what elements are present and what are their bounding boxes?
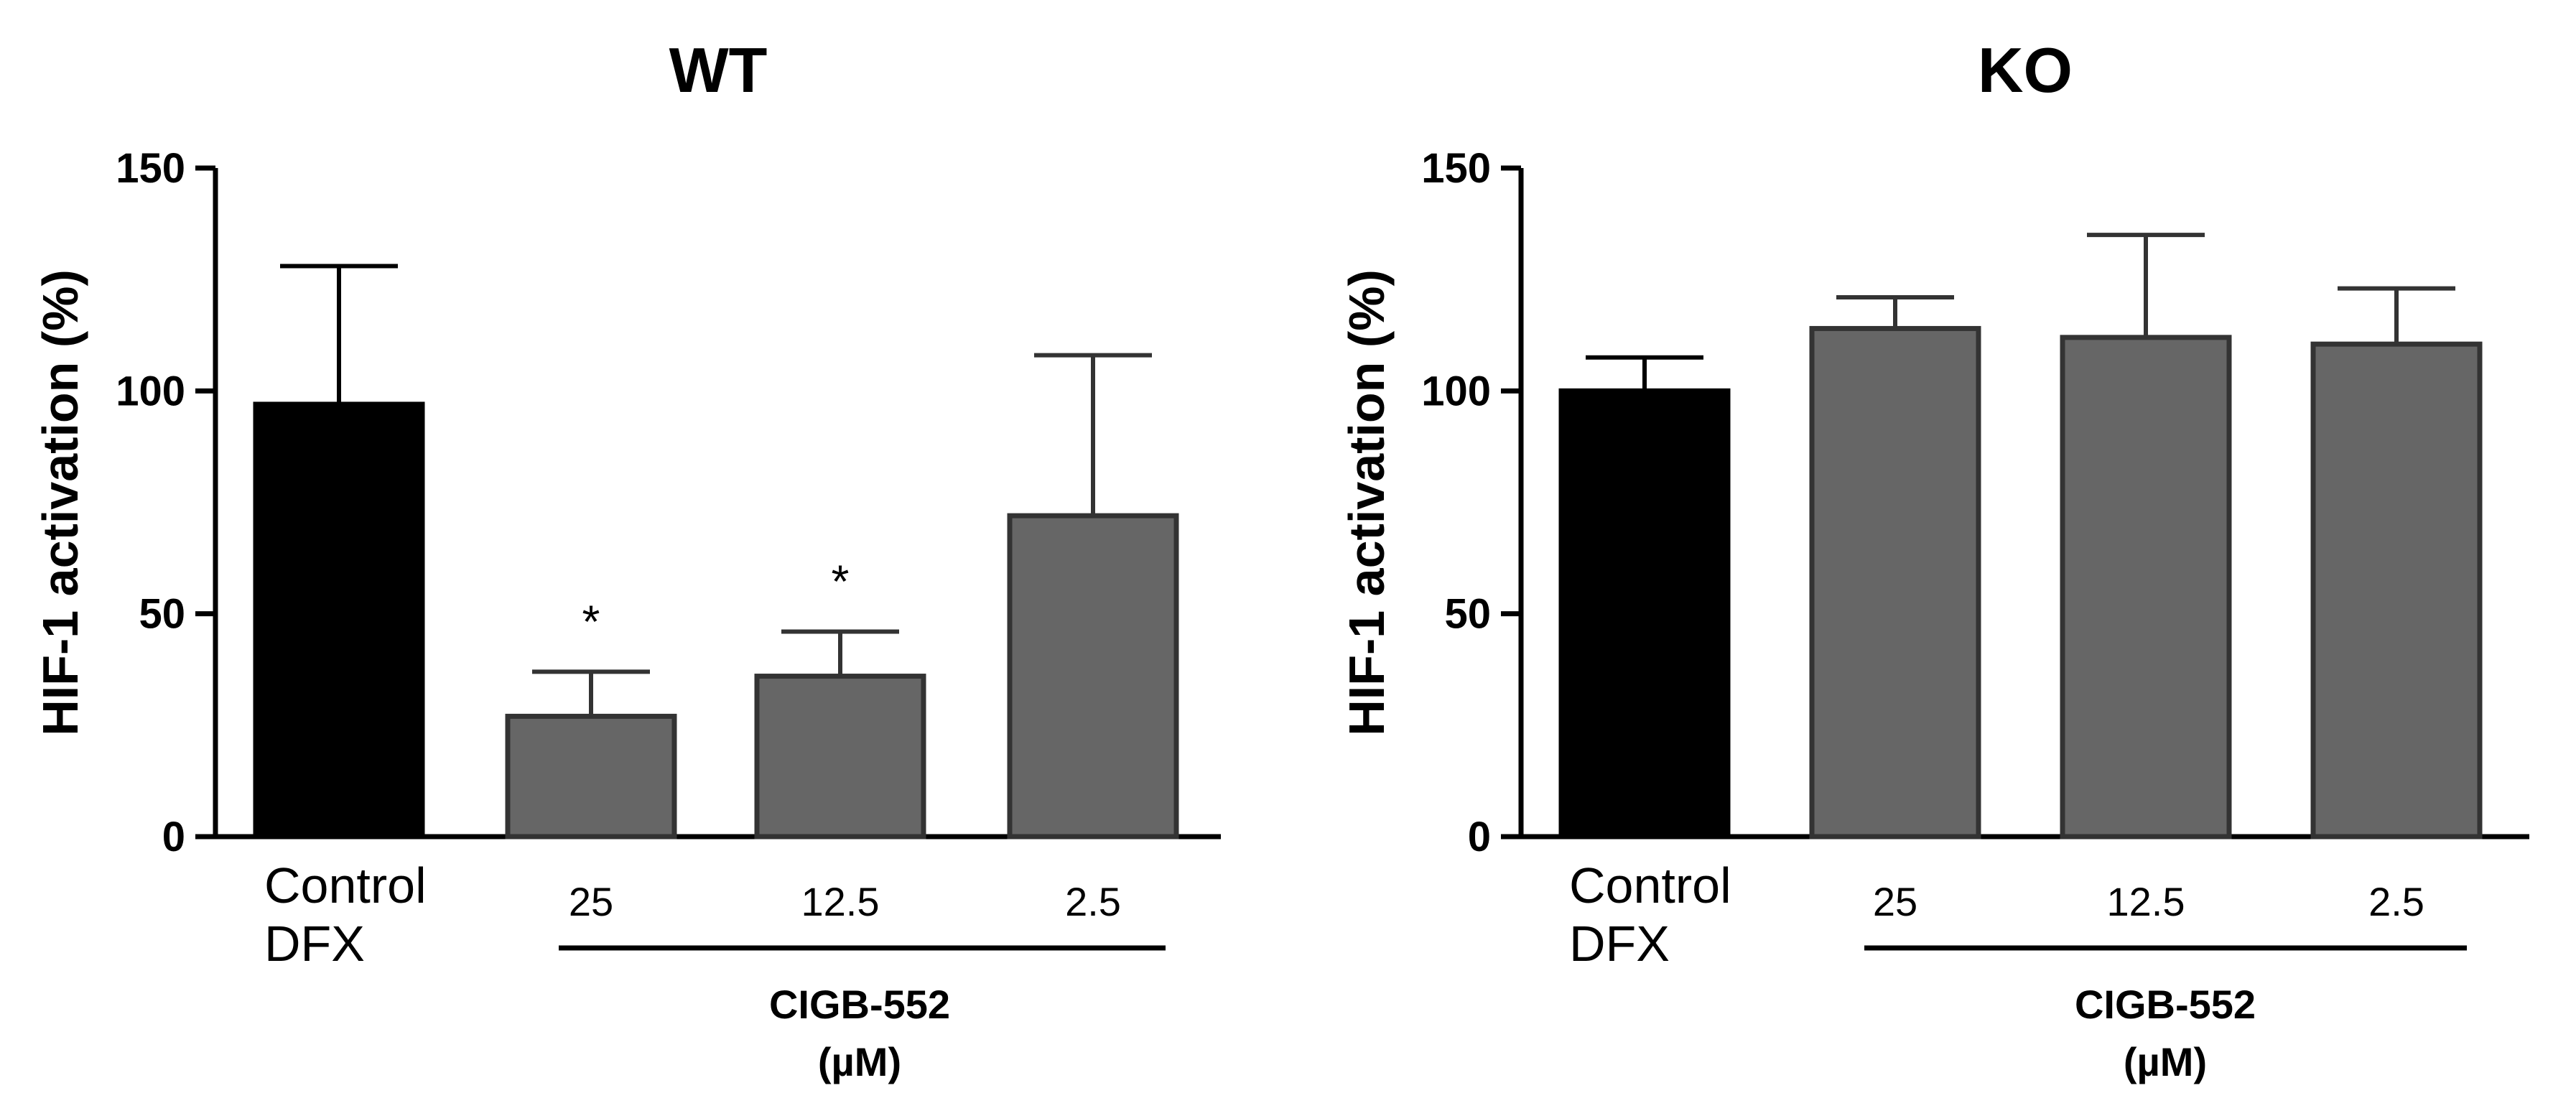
bar — [1558, 388, 1731, 840]
group-label-unit: (µM) — [2124, 1039, 2207, 1084]
category-label-control-line-1: Control — [1569, 857, 1731, 913]
y-axis-label: HIF-1 activation (%) — [1339, 269, 1395, 736]
significance-markers: ** — [582, 555, 850, 647]
y-ticks: 0 50 100 150 — [1421, 145, 1521, 860]
y-tick-label: 50 — [139, 591, 185, 638]
bars — [1558, 325, 2483, 840]
category-label-dose: 25 — [569, 879, 613, 924]
y-axis-label: HIF-1 activation (%) — [32, 269, 88, 736]
bar — [2310, 341, 2483, 840]
bars — [253, 401, 1179, 840]
chart-panel-ko: KO HIF-1 activation (%) 0 50 100 150 Contro… — [1339, 34, 2529, 1084]
bar — [2060, 335, 2232, 840]
y-tick-label: 100 — [116, 368, 185, 414]
category-label-dose: 2.5 — [1065, 879, 1121, 924]
category-label-control-line-2: DFX — [264, 916, 365, 972]
y-tick-label: 150 — [1421, 145, 1491, 192]
significance-asterisk: * — [582, 595, 600, 647]
bar — [1809, 325, 1981, 840]
bar — [253, 401, 425, 840]
group-label: CIGB-552 — [769, 982, 950, 1027]
y-ticks: 0 50 100 150 — [116, 145, 215, 860]
y-tick-label: 50 — [1444, 591, 1491, 638]
bar — [754, 674, 926, 840]
category-label-dose: 2.5 — [2368, 879, 2424, 924]
category-label-dose: 25 — [1873, 879, 1917, 924]
significance-asterisk: * — [832, 555, 850, 607]
bar — [1007, 513, 1179, 840]
error-bars — [280, 264, 1152, 717]
category-label-dose: 12.5 — [2107, 879, 2185, 924]
category-label-dose: 12.5 — [801, 879, 880, 924]
y-tick-label: 100 — [1421, 368, 1491, 414]
group-label-unit: (µM) — [818, 1039, 901, 1084]
bar — [505, 713, 677, 840]
y-tick-label: 0 — [1468, 814, 1491, 860]
y-tick-label: 0 — [162, 814, 185, 860]
chart-title: WT — [669, 34, 768, 106]
chart-title: KO — [1978, 34, 2073, 106]
category-label-control-line-2: DFX — [1569, 916, 1670, 972]
group-label: CIGB-552 — [2075, 982, 2256, 1027]
y-tick-label: 150 — [116, 145, 185, 192]
error-bars — [1586, 233, 2455, 391]
category-label-control-line-1: Control — [264, 857, 427, 913]
